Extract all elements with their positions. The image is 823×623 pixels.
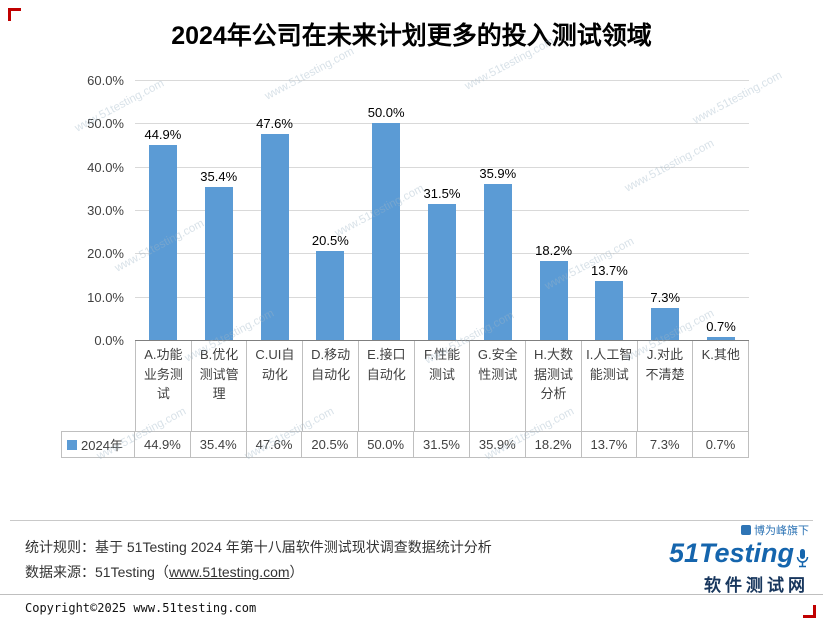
bar	[260, 133, 289, 340]
legend-swatch-icon	[67, 439, 77, 450]
table-value-cell: 7.3%	[636, 431, 694, 458]
bar-value-label: 35.9%	[479, 166, 517, 182]
table-value-cells: 44.9% 35.4% 47.6% 20.5% 50.0% 31.5% 35.9% 18.2%…	[134, 431, 749, 458]
bar-value-label: 35.4%	[200, 168, 238, 184]
bar-value-label: 50.0%	[367, 105, 405, 121]
chart-title: 2024年公司在未来计划更多的投入测试领域	[171, 22, 652, 50]
source-suffix: ）	[289, 564, 304, 580]
logo-brand-text: 51Testing	[668, 538, 794, 568]
category-label: F.性能测试	[415, 341, 471, 431]
source-link[interactable]: www.51testing.com	[168, 564, 290, 580]
bar-value-label: 31.5%	[423, 185, 461, 201]
category-label: K.其他	[693, 341, 750, 431]
footer-divider-top	[10, 520, 813, 521]
bar-chart: 0.0% 10.0% 20.0% 30.0% 40.0% 50.0% 60.0% 44.9%…	[0, 56, 823, 466]
y-tick-label: 60.0%	[87, 73, 124, 88]
source-prefix: 数据来源：51Testing（	[25, 564, 169, 580]
bar	[651, 308, 680, 340]
category-label: A.功能业务测试	[135, 341, 192, 431]
bar-value-label: 47.6%	[256, 115, 293, 131]
bar	[595, 280, 624, 340]
bar	[148, 145, 177, 340]
microphone-icon	[796, 548, 809, 567]
gridline	[135, 166, 749, 168]
bar-column: 18.2%	[526, 81, 582, 340]
bar-column: 31.5%	[414, 81, 470, 340]
y-tick-label: 50.0%	[87, 116, 124, 132]
gridline	[135, 80, 749, 81]
y-tick-label: 40.0%	[87, 159, 124, 175]
bar	[707, 336, 736, 340]
table-value-cell: 18.2%	[524, 431, 582, 458]
footer-divider-bottom	[0, 594, 823, 595]
corner-mark-bottom-right	[803, 605, 816, 618]
category-label: H.大数据测试分析	[526, 341, 582, 431]
table-value-cell: 44.9%	[134, 431, 191, 458]
data-source-text: 数据来源：51Testing（www.51testing.com）	[25, 562, 304, 582]
category-label: E.接口自动化	[359, 341, 415, 431]
gridline	[135, 123, 749, 125]
stats-rule-text: 统计规则：基于 51Testing 2024 年第十八届软件测试现状调查数据统计…	[25, 539, 492, 555]
category-label: G.安全性测试	[470, 341, 527, 431]
bar-value-label: 18.2%	[535, 243, 573, 259]
bar-columns: 44.9% 35.4% 47.6% 20.5% 50.0% 31.5% 35.9% 18.2%…	[135, 81, 749, 340]
bar-value-label: 20.5%	[311, 233, 349, 249]
category-label: I.人工智能测试	[582, 341, 638, 431]
bar	[316, 251, 345, 340]
bar-column: 35.9%	[470, 81, 526, 340]
bar-value-label: 7.3%	[650, 290, 681, 306]
bar	[483, 184, 512, 340]
logo-badge-icon	[741, 525, 751, 535]
bar-column: 7.3%	[637, 81, 693, 340]
table-value-cell: 20.5%	[301, 431, 359, 458]
bar-value-label: 0.7%	[706, 318, 736, 334]
data-table-row: 2024年 44.9% 35.4% 47.6% 20.5% 50.0% 31.5% 35.9…	[61, 431, 749, 458]
legend-label: 2024年	[81, 438, 123, 453]
table-value-cell: 35.9%	[468, 431, 526, 458]
bar	[427, 203, 456, 340]
y-tick-label: 20.0%	[87, 246, 124, 262]
bar-column: 44.9%	[135, 81, 191, 340]
51testing-logo: 博为峰旗下 51Testing 软件测试网	[629, 522, 809, 596]
logo-tagline: 博为峰旗下	[754, 525, 809, 537]
y-axis: 0.0% 10.0% 20.0% 30.0% 40.0% 50.0% 60.0%	[0, 73, 128, 348]
bar-column: 35.4%	[191, 81, 247, 340]
category-label: D.移动自动化	[303, 341, 359, 431]
bar-value-label: 13.7%	[590, 262, 628, 278]
bar-column: 20.5%	[302, 81, 358, 340]
bar-column: 47.6%	[247, 81, 303, 340]
table-value-cell: 50.0%	[357, 431, 415, 458]
table-value-cell: 31.5%	[413, 431, 470, 458]
table-value-cell: 47.6%	[245, 431, 303, 458]
category-row: A.功能业务测试 B.优化测试管理 C.UI自动化 D.移动自动化 E.接口自动化 F.性…	[135, 341, 750, 431]
table-value-cell: 35.4%	[189, 431, 247, 458]
bar-column: 13.7%	[582, 81, 638, 340]
category-label: J.对此不清楚	[638, 341, 694, 431]
category-label: B.优化测试管理	[192, 341, 248, 431]
bar-column: 0.7%	[693, 81, 749, 340]
bar	[372, 123, 401, 340]
copyright-text: Copyright©2025 www.51testing.com	[25, 601, 257, 615]
table-value-cell: 13.7%	[580, 431, 638, 458]
y-tick-label: 10.0%	[87, 289, 124, 305]
table-value-cell: 0.7%	[692, 431, 749, 458]
plot-area: 44.9% 35.4% 47.6% 20.5% 50.0% 31.5% 35.9% 18.2%…	[135, 80, 749, 341]
bar	[204, 186, 233, 340]
logo-subtitle: 软件测试网	[704, 575, 809, 595]
legend-cell: 2024年	[61, 431, 135, 458]
corner-mark-top-left	[8, 8, 21, 21]
y-tick-label: 0.0%	[94, 333, 124, 348]
bar-value-label: 44.9%	[144, 127, 182, 143]
y-tick-label: 30.0%	[87, 203, 124, 218]
category-label: C.UI自动化	[247, 341, 304, 431]
bar	[539, 261, 568, 340]
bar-column: 50.0%	[358, 81, 414, 340]
